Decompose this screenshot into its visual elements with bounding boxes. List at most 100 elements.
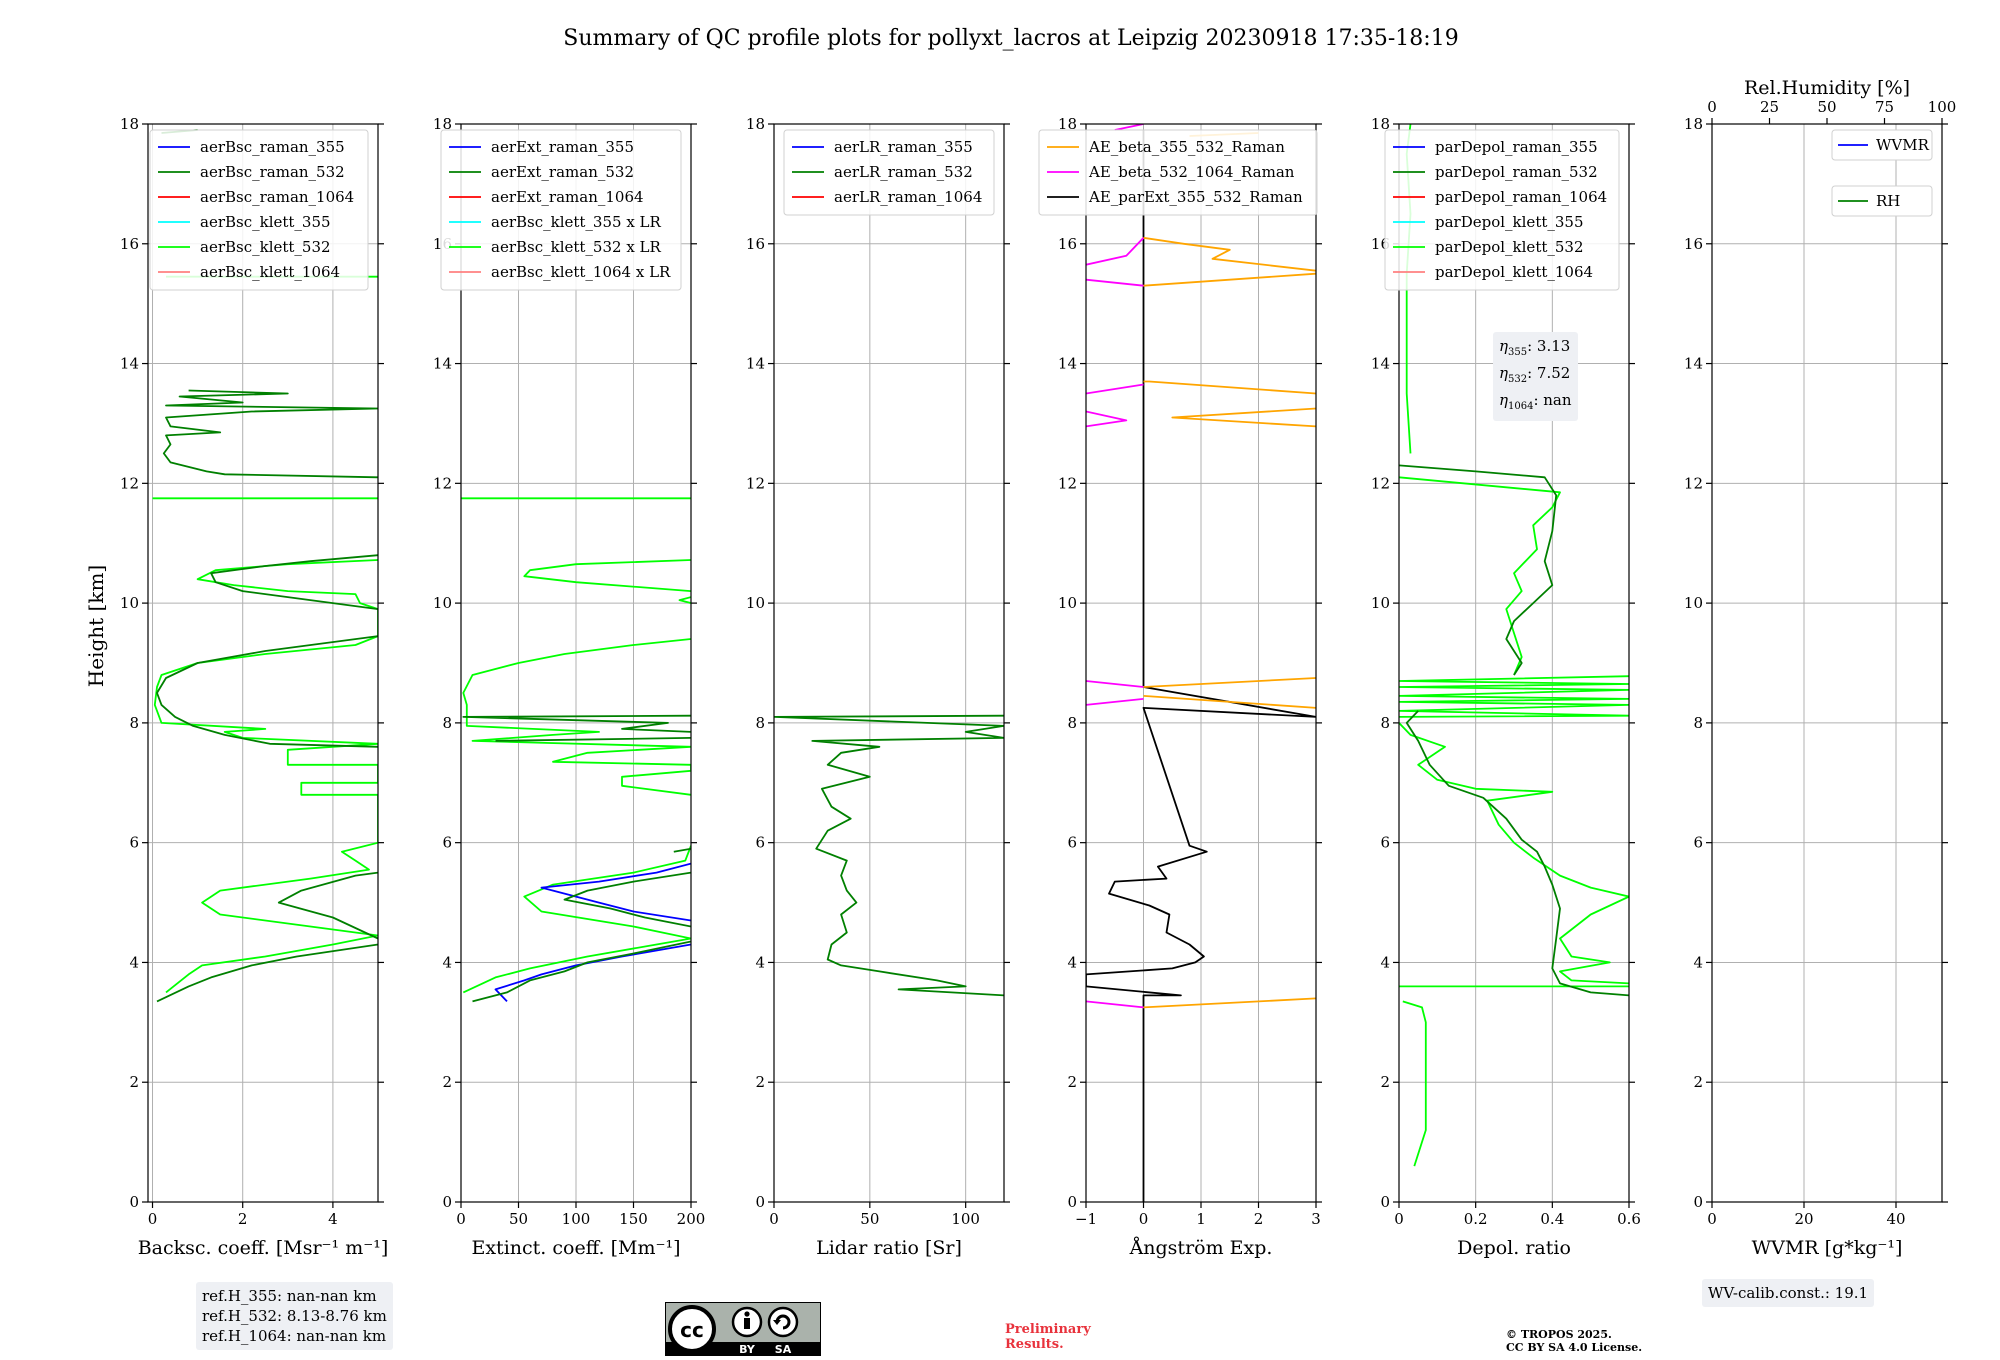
series-line-AE_beta_355_532_Raman <box>1143 272 1316 287</box>
legend-label: AE_parExt_355_532_Raman <box>1088 188 1303 206</box>
ref-height-1064: ref.H_1064: nan-nan km <box>202 1327 387 1345</box>
axes-frame <box>147 123 379 1203</box>
x-tick-label: 40 <box>1886 1210 1905 1228</box>
series-line-aerBsc_raman_532 <box>162 389 378 479</box>
y-tick-label: 16 <box>1058 235 1077 253</box>
legend-label: aerExt_raman_1064 <box>491 188 644 206</box>
y-tick-label: 8 <box>442 714 452 732</box>
wv-calib-text: WV-calib.const.: 19.1 <box>1708 1284 1869 1302</box>
x-tick-label: 4 <box>328 1210 338 1228</box>
series-line-AE_beta_355_532_Raman <box>1143 677 1316 688</box>
series-line-aerExt_raman_355 <box>540 862 691 922</box>
copyright-note: © TROPOS 2025. CC BY SA 4.0 License. <box>1506 1328 1642 1354</box>
x-tick-label: 0 <box>456 1210 466 1228</box>
legend-RH: RH <box>1831 185 1933 217</box>
legend-label: aerBsc_klett_355 x LR <box>491 213 662 231</box>
series-line-aerBsc_klett_532 x LR <box>462 638 691 796</box>
y-tick-label: 2 <box>1380 1073 1390 1091</box>
series-line-aerExt_raman_355 <box>494 943 691 1003</box>
legend-box <box>1038 129 1318 216</box>
y-tick-label: 4 <box>1067 953 1077 971</box>
series-line-aerBsc_klett_532 <box>153 559 378 994</box>
series-line-parDepol_klett_532 <box>1402 1000 1427 1167</box>
eta-355: η355: 3.13 <box>1499 337 1571 358</box>
ref-height-box: ref.H_355: nan-nan km ref.H_532: 8.13-8.… <box>196 1282 393 1350</box>
series-line-AE_beta_532_1064_Raman <box>1086 1000 1144 1009</box>
x-tick-label: 100 <box>951 1210 980 1228</box>
legend-box <box>440 129 682 291</box>
y-tick-label: 6 <box>1067 834 1077 852</box>
y-tick-label: 6 <box>1693 834 1703 852</box>
x2-tick-label: 50 <box>1817 98 1836 116</box>
axes-frame <box>1398 123 1630 1203</box>
y-tick-label: 12 <box>1684 474 1703 492</box>
x-tick-label: 20 <box>1794 1210 1813 1228</box>
y-tick-label: 10 <box>1058 594 1077 612</box>
legend-label: parDepol_klett_1064 <box>1435 263 1593 281</box>
x2-tick-label: 100 <box>1928 98 1957 116</box>
series-line-AE_beta_355_532_Raman <box>1143 695 1316 709</box>
x-tick-label: 50 <box>509 1210 528 1228</box>
y-tick-label: 14 <box>746 355 765 373</box>
y-tick-label: 0 <box>755 1193 765 1211</box>
y-tick-label: 16 <box>120 235 139 253</box>
x-tick-label: 0.4 <box>1540 1210 1564 1228</box>
y-tick-label: 14 <box>1371 355 1390 373</box>
series-line-aerBsc_raman_532 <box>156 943 378 1003</box>
y-axis-label: Height [km] <box>84 565 108 687</box>
legend-label: aerLR_raman_355 <box>834 138 973 156</box>
eta-1064: η1064: nan <box>1499 391 1572 412</box>
y-tick-label: 8 <box>1067 714 1077 732</box>
y-tick-label: 18 <box>120 115 139 133</box>
series-line-aerBsc_klett_532 x LR <box>678 596 691 604</box>
legend-label: parDepol_raman_1064 <box>1435 188 1607 206</box>
y-tick-label: 14 <box>1058 355 1077 373</box>
series-line-parDepol_klett_532 <box>1399 675 1629 718</box>
y-tick-label: 14 <box>120 355 139 373</box>
y-tick-label: 18 <box>433 115 452 133</box>
x2-axis-label: Rel.Humidity [%] <box>1744 77 1910 99</box>
y-tick-label: 0 <box>1067 1193 1077 1211</box>
y-tick-label: 12 <box>433 474 452 492</box>
legend-label: parDepol_klett_355 <box>1435 213 1584 231</box>
series-line-aerBsc_raman_532 <box>210 554 378 610</box>
legend-label: parDepol_raman_532 <box>1435 163 1598 181</box>
x-tick-label: 0.2 <box>1464 1210 1488 1228</box>
panel-3: 0 2 4 6 8 10 12 14 16 18 0 50 100 Lidar ratio [Sr] aer… <box>746 115 1010 1259</box>
legend: AE_beta_355_532_Raman AE_beta_532_1064_Ra… <box>1038 129 1318 216</box>
series-line-AE_beta_532_1064_Raman <box>1086 698 1144 706</box>
y-tick-label: 4 <box>442 953 452 971</box>
series-line-AE_beta_532_1064_Raman <box>1086 680 1144 688</box>
x-axis-label: Lidar ratio [Sr] <box>816 1237 962 1259</box>
series-line-aerExt_raman_532 <box>472 940 691 1003</box>
x-tick-label: 200 <box>677 1210 706 1228</box>
y-tick-label: 2 <box>755 1073 765 1091</box>
legend-label: aerLR_raman_532 <box>834 163 973 181</box>
legend-label: aerExt_raman_355 <box>491 138 634 156</box>
x-tick-label: 0 <box>1707 1210 1717 1228</box>
y-tick-label: 12 <box>1371 474 1390 492</box>
legend-label: aerBsc_raman_532 <box>200 163 345 181</box>
y-tick-label: 10 <box>1371 594 1390 612</box>
y-tick-label: 18 <box>1058 115 1077 133</box>
y-tick-label: 18 <box>746 115 765 133</box>
y-tick-label: 18 <box>1684 115 1703 133</box>
axes-frame <box>1711 123 1943 1203</box>
legend-label: aerBsc_raman_355 <box>200 138 345 156</box>
series-line-aerExt_raman_532 <box>495 737 691 742</box>
series-line-AE_parExt_355_532_Raman <box>1086 130 1316 1202</box>
x-axis-label: Backsc. coeff. [Msr⁻¹ m⁻¹] <box>138 1237 389 1259</box>
preliminary-line-2: Results. <box>1005 1337 1064 1352</box>
x2-tick-label: 0 <box>1707 98 1717 116</box>
y-tick-label: 6 <box>129 834 139 852</box>
x-tick-label: 50 <box>860 1210 879 1228</box>
series-group <box>774 714 1004 997</box>
legend-label: parDepol_klett_532 <box>1435 238 1584 256</box>
figure-title: Summary of QC profile plots for pollyxt_… <box>563 26 1458 51</box>
y-tick-label: 10 <box>433 594 452 612</box>
x-tick-label: 3 <box>1311 1210 1321 1228</box>
series-line-aerBsc_raman_532 <box>156 635 378 748</box>
legend-box <box>783 129 995 216</box>
